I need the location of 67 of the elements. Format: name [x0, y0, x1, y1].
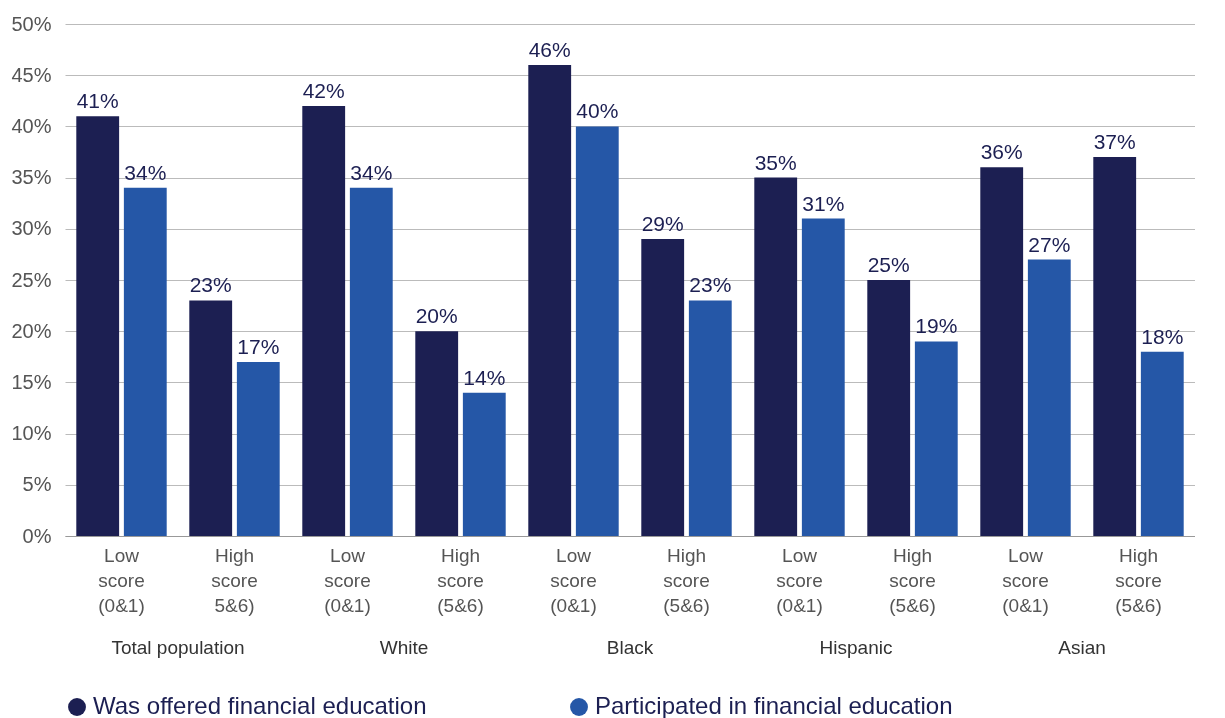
y-tick-label: 25% — [11, 268, 52, 291]
bar — [462, 392, 506, 536]
y-tick-label: 0% — [22, 524, 52, 547]
text: Black — [606, 637, 654, 658]
data-label: 23% — [689, 273, 732, 297]
data-label: 34% — [350, 160, 393, 184]
data-label: 46% — [528, 37, 571, 61]
legend-label: Was offered financial education — [93, 692, 427, 718]
bar — [349, 187, 393, 536]
x-tick-label: Low score (0&1) — [98, 544, 145, 616]
data-label: 29% — [641, 212, 684, 236]
y-tick-label: 10% — [11, 422, 52, 445]
data-label: 27% — [1028, 232, 1071, 256]
bar — [914, 341, 958, 536]
bar — [980, 167, 1024, 536]
bar — [754, 177, 798, 536]
text: Hispanic — [819, 637, 893, 658]
data-label: 25% — [867, 253, 910, 276]
bar — [1140, 351, 1184, 536]
y-tick-label: 15% — [11, 370, 52, 393]
data-label: 36% — [980, 140, 1023, 164]
y-tick-label: 5% — [22, 473, 52, 496]
data-label: 19% — [915, 314, 958, 338]
x-tick-label: High score (5&6) — [437, 544, 484, 616]
x-tick-label: Low score (0&1) — [324, 544, 371, 616]
y-tick-label: 30% — [11, 217, 52, 240]
bar — [1093, 157, 1137, 536]
x-tick-label: High score (5&6) — [663, 544, 710, 616]
data-label: 42% — [302, 78, 345, 102]
data-label: 14% — [463, 365, 506, 389]
data-label: 20% — [415, 304, 458, 328]
x-tick-label: High score (5&6) — [889, 544, 936, 616]
bar — [236, 361, 280, 536]
x-tick-label: Low score (0&1) — [550, 544, 597, 616]
data-label: 23% — [189, 273, 232, 297]
bar — [1027, 259, 1071, 536]
x-tick-label: High score (5&6) — [1115, 544, 1162, 616]
x-tick-label: Low score (0&1) — [776, 544, 823, 616]
data-label: 41% — [76, 89, 119, 113]
bar — [189, 300, 233, 536]
data-label: 35% — [754, 150, 797, 174]
data-label: 40% — [576, 99, 619, 123]
y-tick-label: 45% — [11, 63, 52, 86]
text: Asian — [1058, 637, 1106, 658]
bar — [415, 331, 459, 536]
bar — [575, 126, 619, 536]
y-tick-label: 40% — [11, 114, 52, 137]
bar — [641, 239, 685, 536]
y-tick-label: 50% — [11, 12, 52, 35]
data-label: 17% — [237, 334, 280, 358]
data-label: 31% — [802, 191, 845, 215]
data-label: 34% — [124, 160, 167, 184]
x-tick-label: Low score (0&1) — [1002, 544, 1049, 616]
x-tick-label: High score 5&6) — [211, 544, 258, 616]
text: White — [379, 637, 429, 658]
bar — [302, 105, 346, 536]
text: Total population — [111, 637, 245, 658]
y-tick-label: 35% — [11, 166, 52, 189]
bar — [123, 187, 167, 536]
data-label: 37% — [1093, 130, 1136, 154]
data-label: 18% — [1141, 324, 1184, 348]
bar — [867, 280, 911, 536]
bar — [801, 218, 845, 536]
bar — [528, 64, 572, 536]
bar — [76, 116, 120, 536]
bar — [688, 300, 732, 536]
y-tick-label: 20% — [11, 319, 52, 342]
